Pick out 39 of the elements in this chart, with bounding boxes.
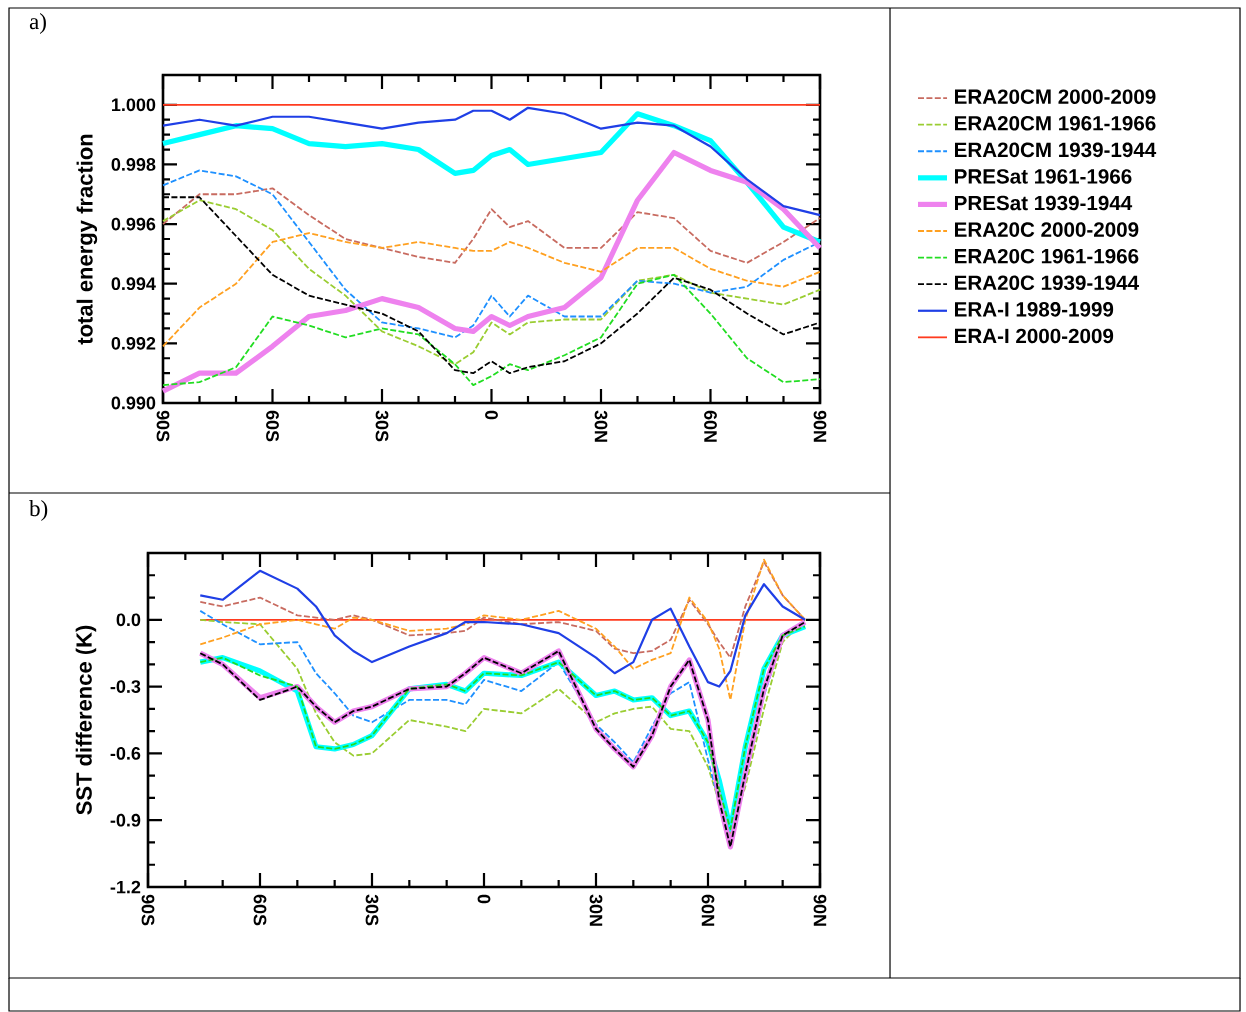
chart-title: b) [29,500,48,521]
x-tick-label: 60N [701,894,715,926]
x-tick-label: 90S [156,410,170,442]
x-tick-label: 30S [375,410,389,442]
legend-label: PRESat 1939-1944 [955,195,1133,211]
x-tick-label: 60N [704,410,717,442]
x-tick-label: 30N [594,410,608,442]
y-tick-label: -0.3 [110,680,141,693]
legend-label: ERA20C 1939-1944 [955,275,1139,291]
x-tick-label: 90N [813,410,827,442]
legend-label: ERA20C 1961-1966 [955,248,1139,264]
x-tick-label: 30S [365,894,379,926]
legend-label: ERA-I 1989-1999 [955,302,1114,317]
legend-label: ERA20CM 2000-2009 [955,89,1156,104]
y-tick-label: 0.998 [111,158,156,171]
y-tick-label: 0.994 [111,277,156,291]
legend-label: PRESat 1961-1966 [955,169,1132,184]
x-tick-label: 0 [477,894,491,904]
y-tick-label: -1.2 [110,880,141,894]
y-tick-label: 1.000 [112,98,156,112]
y-tick-label: 0.996 [111,217,156,231]
x-tick-label: 60S [266,410,279,442]
x-tick-label: 90N [813,894,827,926]
y-tick-label: 0.0 [116,613,141,627]
y-tick-label: -0.9 [110,813,141,827]
y-axis-title: total energy fraction [76,134,98,345]
legend-label: ERA-I 2000-2009 [955,328,1114,344]
x-tick-label: 30N [589,894,603,926]
y-axis-title: SST difference (K) [75,625,97,815]
legend-label: ERA20CM 1961-1966 [955,115,1156,131]
y-tick-label: -0.6 [110,747,141,760]
legend-label: ERA20CM 1939-1944 [955,142,1157,158]
x-tick-label: 60S [253,894,267,926]
y-tick-label: 0.992 [111,336,156,350]
y-tick-label: 0.990 [111,396,156,410]
legend-label: ERA20C 2000-2009 [955,222,1139,237]
chart-title: a) [29,13,46,34]
x-tick-label: 90S [141,894,155,926]
x-tick-label: 0 [485,410,498,420]
